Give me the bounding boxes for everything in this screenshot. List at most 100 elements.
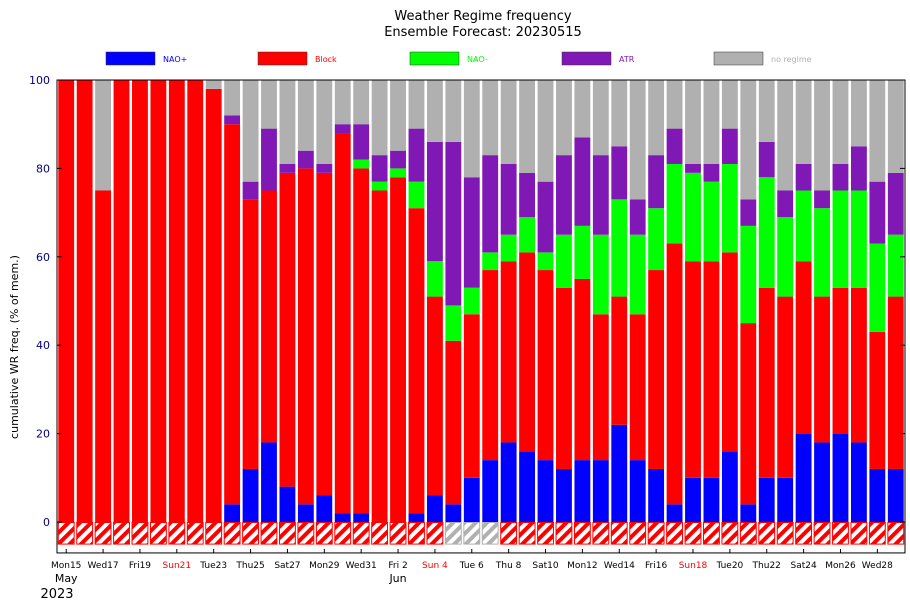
bar-segment-nao-	[648, 468, 665, 522]
bar-segment-atr	[408, 128, 425, 182]
bar-segment-nao-	[556, 468, 572, 522]
bar-segment-no-regime	[832, 80, 849, 164]
bar-segment-no-regime	[390, 80, 406, 151]
bar-segment-no-regime	[795, 80, 812, 164]
bar-segment-nao-	[482, 460, 499, 522]
bar-segment-atr	[740, 199, 757, 226]
bar-segment-block	[408, 208, 425, 514]
bar-segment-atr	[574, 137, 591, 226]
bottom-regime-marker	[223, 522, 241, 545]
bottom-regime-marker	[666, 522, 683, 545]
bar-segment-no-regime	[297, 80, 314, 151]
bar-segment-nao-	[611, 424, 628, 522]
bottom-regime-marker	[703, 522, 720, 545]
bar-segment-atr	[887, 172, 904, 235]
bar-segment-no-regime	[887, 80, 904, 173]
x-tick-label: Mon15	[51, 561, 81, 571]
bar-segment-nao-	[850, 442, 867, 522]
x-tick-label: Wed31	[346, 561, 377, 571]
bar-segment-nao-	[629, 460, 646, 522]
bar-segment-nao-	[592, 460, 609, 522]
bottom-regime-marker	[279, 522, 296, 545]
plot-area: 0 20 40 60 80 100 Mon15 Wed17 Fri19 Sun21 Tue23 Thu…	[29, 74, 906, 602]
bar-segment-nao-	[887, 234, 904, 297]
bar-segment-nao-	[279, 486, 296, 522]
bar-segment-nao-	[740, 504, 757, 522]
bottom-regime-marker	[592, 522, 610, 545]
legend: NAO+ Block NAO- ATR no regime	[105, 51, 812, 66]
bar-segment-atr	[869, 181, 886, 244]
bar-segment-nao-	[721, 451, 738, 522]
bottom-regime-marker	[76, 522, 94, 545]
x-tick-label: Mon29	[309, 561, 340, 571]
bar-segment-atr	[777, 190, 794, 218]
x-tick-label: Sat10	[532, 561, 558, 571]
bottom-regime-marker	[168, 522, 186, 545]
bar-segment-nao-	[519, 217, 536, 253]
bar-segment-atr	[371, 155, 388, 182]
y-tick-label: 80	[36, 162, 50, 175]
bar-segment-nao-	[408, 513, 425, 522]
bottom-regime-marker	[868, 522, 886, 545]
bar-segment-nao-	[758, 477, 775, 522]
bar-segment-no-regime	[592, 80, 609, 156]
bar-segment-nao-	[795, 190, 812, 262]
y-tick-label: 0	[43, 516, 50, 529]
y-tick-label: 60	[36, 251, 50, 264]
bar-segment-nao-	[814, 442, 830, 522]
bar-segment-no-regime	[353, 80, 370, 125]
bar-segment-atr	[703, 163, 720, 182]
bar-segment-block	[279, 172, 296, 487]
bar-segment-block	[205, 88, 222, 522]
bar-segment-no-regime	[611, 80, 628, 147]
bar-segment-no-regime	[850, 80, 867, 147]
bar-segment-no-regime	[316, 80, 333, 164]
bottom-regime-marker	[426, 522, 444, 545]
x-tick-label: Sun21	[163, 561, 192, 571]
bar-segment-no-regime	[629, 80, 646, 200]
bar-segment-nao-	[500, 234, 517, 262]
x-tick-label: Thu22	[752, 561, 781, 571]
bar-segment-no-regime	[261, 80, 277, 129]
y-axis-label: cumulative WR freq. (% of mem.)	[8, 255, 21, 439]
bottom-regime-marker	[186, 522, 204, 545]
bar-segment-nao-	[519, 451, 536, 522]
bottom-regime-marker	[242, 522, 259, 545]
bar-segment-no-regime	[205, 80, 222, 89]
bar-segment-atr	[629, 199, 646, 235]
bar-segment-atr	[224, 115, 241, 125]
bottom-regime-marker	[647, 522, 665, 545]
legend-swatch	[409, 51, 460, 66]
bar-segment-no-regime	[869, 80, 886, 182]
bar-segment-nao-	[482, 252, 499, 271]
bottom-regime-marker	[371, 522, 389, 545]
bar-segment-atr	[261, 128, 277, 191]
bar-segment-nao-	[832, 433, 849, 522]
bar-segment-block	[76, 80, 93, 522]
legend-swatch	[105, 51, 156, 66]
x-tick-label: Fri19	[129, 561, 151, 571]
bar-segment-block	[869, 331, 886, 469]
bar-segment-nao-	[297, 504, 314, 522]
bar-segment-nao-	[685, 477, 701, 522]
bar-segment-nao-	[740, 225, 757, 324]
bottom-regime-marker	[610, 522, 628, 545]
bar-segment-block	[850, 287, 867, 443]
bar-segment-block	[353, 168, 370, 514]
x-tick-label: Fri16	[645, 561, 667, 571]
bar-segment-atr	[279, 163, 296, 173]
bar-segment-nao-	[316, 495, 333, 522]
bar-segment-no-regime	[666, 80, 683, 129]
bar-segment-block	[168, 80, 185, 522]
legend-label: Block	[315, 55, 337, 64]
legend-label: NAO+	[163, 55, 187, 64]
bar-segment-block	[482, 270, 499, 461]
x-tick-label: Wed14	[604, 561, 635, 571]
bar-segment-block	[648, 270, 665, 469]
bar-segment-nao-	[463, 477, 480, 522]
bar-segment-atr	[242, 181, 259, 200]
bar-segment-nao-	[703, 477, 720, 522]
bottom-regime-marker	[389, 522, 407, 545]
bar-segment-block	[758, 287, 775, 478]
